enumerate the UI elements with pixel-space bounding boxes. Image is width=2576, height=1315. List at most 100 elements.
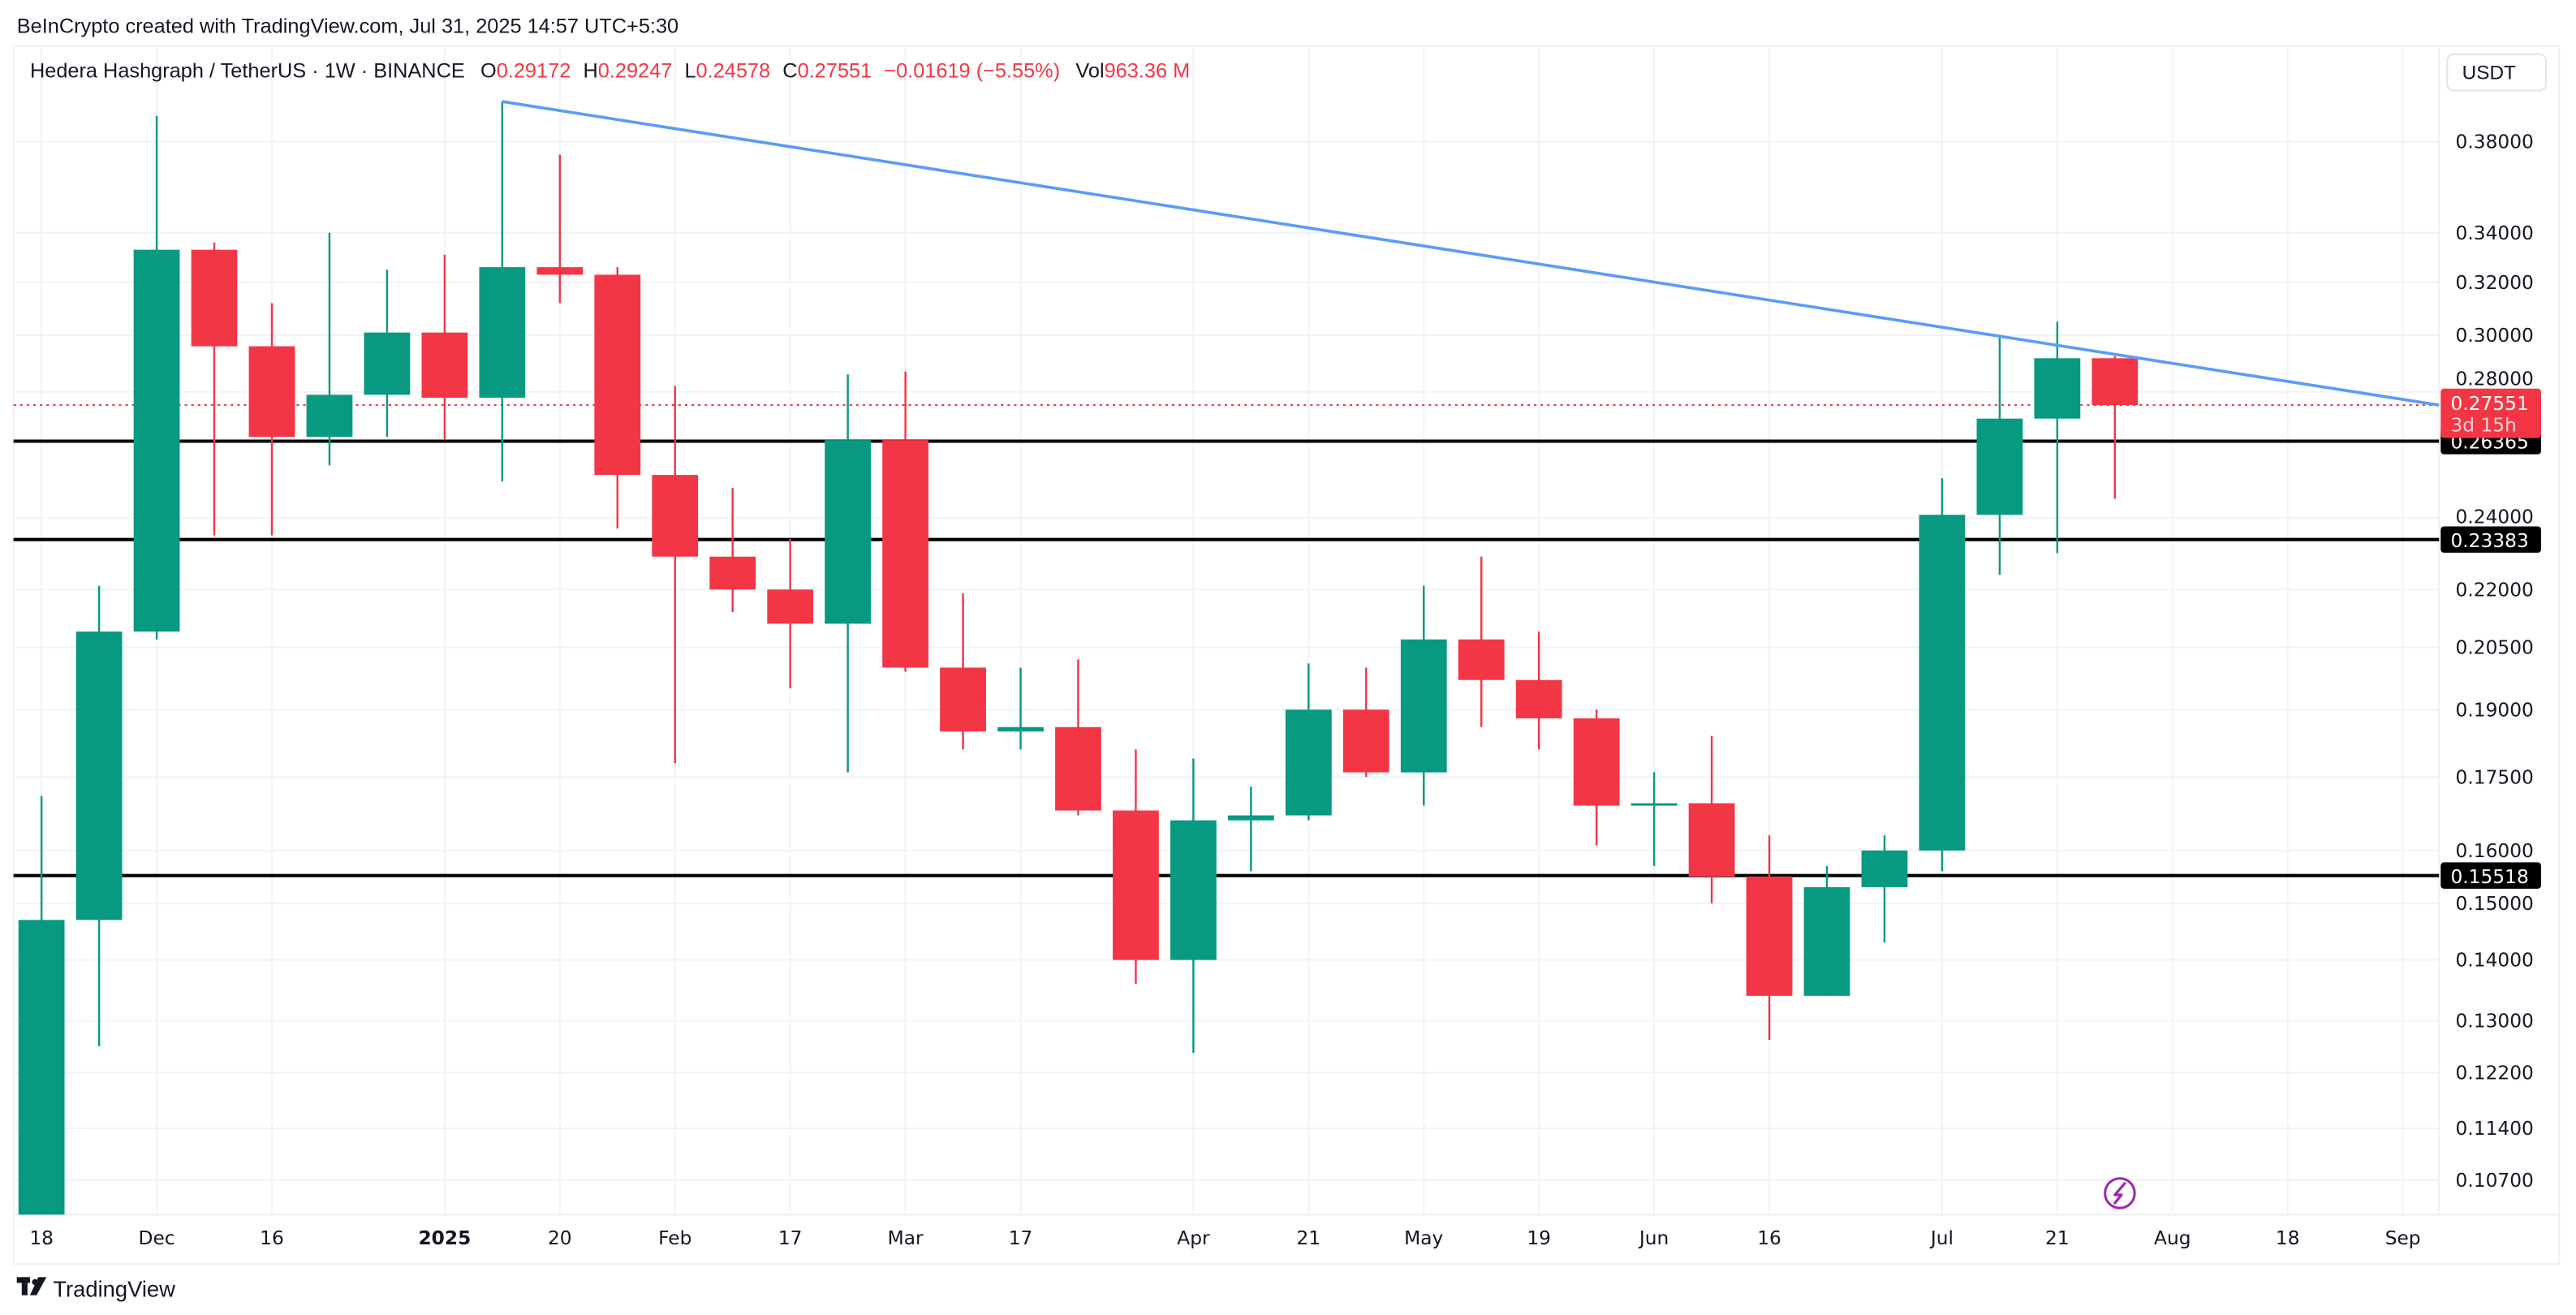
candle[interactable]	[1861, 835, 1908, 943]
candle-body-up	[1630, 803, 1678, 806]
tradingview-logo-icon	[16, 1277, 47, 1296]
chart-legend: Hedera Hashgraph / TetherUS · 1W · BINAN…	[30, 59, 1190, 82]
candle[interactable]	[1746, 835, 1793, 1040]
candle-body-down	[191, 249, 238, 347]
change-value: −0.01619 (−5.55%)	[884, 59, 1060, 82]
tradingview-logo-text: TradingView	[53, 1277, 175, 1302]
price-tick-label: 0.10700	[2456, 1170, 2534, 1192]
candle[interactable]	[248, 303, 295, 536]
close-label: C	[782, 59, 797, 82]
candle[interactable]	[1227, 786, 1274, 872]
candle[interactable]	[1630, 772, 1678, 866]
candle[interactable]	[536, 154, 584, 304]
tradingview-logo[interactable]: TradingView	[16, 1277, 175, 1302]
candle[interactable]	[1515, 632, 1562, 750]
candle[interactable]	[191, 242, 238, 536]
lightning-icon[interactable]	[2104, 1177, 2136, 1209]
time-axis[interactable]: 18 Dec 16 2025 20 Feb 17 Mar 17 Apr 21 May 19 Jun 16 Ju…	[29, 1227, 2420, 1249]
candle[interactable]	[1400, 585, 1447, 806]
candle[interactable]	[940, 593, 986, 750]
price-axis[interactable]: 0.38000 0.34000 0.32000 0.30000 0.28000 0.240…	[2456, 131, 2534, 1192]
trendline-group[interactable]	[502, 100, 2440, 407]
candle[interactable]	[18, 795, 65, 1215]
time-tick-label: Feb	[658, 1227, 691, 1249]
symbol-label: Hedera Hashgraph / TetherUS · 1W · BINAN…	[30, 59, 465, 82]
candle[interactable]	[882, 371, 928, 672]
chart-frame	[12, 45, 2561, 1265]
candle-body-down	[248, 346, 295, 438]
candle[interactable]	[306, 232, 353, 466]
candle-body-down	[2091, 358, 2139, 406]
candle-body-up	[18, 920, 65, 1215]
candle[interactable]	[1919, 478, 1966, 872]
last-price-badge	[2440, 388, 2541, 438]
level-price-badge	[2440, 862, 2541, 889]
candle[interactable]	[1170, 758, 1217, 1054]
candle[interactable]	[1803, 865, 1850, 996]
candles	[18, 101, 2139, 1215]
candle[interactable]	[1688, 735, 1735, 903]
candle[interactable]	[594, 267, 641, 529]
candle[interactable]	[133, 115, 180, 640]
grid	[13, 45, 2440, 1215]
price-tick-label: 0.17500	[2456, 766, 2534, 788]
low-label: L	[684, 59, 696, 82]
level-price-badge	[2440, 526, 2541, 553]
candle-body-down	[652, 475, 699, 557]
time-tick-label: Jun	[1638, 1227, 1669, 1249]
candle[interactable]	[1113, 749, 1159, 984]
descending-trendline[interactable]	[502, 100, 2440, 407]
currency-button[interactable]: USDT	[2446, 53, 2548, 92]
candle-body-down	[882, 440, 928, 668]
time-tick-label: 17	[1009, 1227, 1033, 1249]
candle[interactable]	[1342, 667, 1389, 778]
candle[interactable]	[767, 538, 814, 689]
price-tick-label: 0.19000	[2456, 699, 2534, 721]
candle-body-up	[997, 726, 1044, 732]
candle-body-down	[421, 332, 468, 398]
price-tick-label: 0.28000	[2456, 369, 2534, 390]
candle[interactable]	[75, 585, 123, 1046]
open-label: O	[480, 59, 497, 82]
candle[interactable]	[997, 667, 1044, 750]
candle-body-up	[133, 249, 180, 632]
candle[interactable]	[825, 374, 872, 773]
candle[interactable]	[1976, 335, 2023, 576]
candle-body-up	[1400, 639, 1447, 773]
candle[interactable]	[1573, 709, 1620, 846]
horizontal-levels	[13, 404, 2440, 877]
candle[interactable]	[1285, 663, 1332, 821]
time-tick-label: Sep	[2385, 1227, 2421, 1249]
candle-body-up	[2034, 358, 2081, 419]
candle-body-up	[1170, 820, 1217, 960]
candle[interactable]	[709, 488, 756, 613]
candle[interactable]	[421, 254, 468, 441]
price-tick-label: 0.38000	[2456, 131, 2534, 153]
candle[interactable]	[1458, 556, 1505, 727]
candle-body-down	[1515, 679, 1562, 718]
candle[interactable]	[2034, 321, 2081, 554]
candle-body-up	[1919, 515, 1966, 851]
candle[interactable]	[479, 101, 526, 482]
candle-body-up	[1803, 886, 1850, 996]
time-tick-label: Dec	[139, 1227, 175, 1249]
candle-body-up	[306, 394, 353, 438]
price-tick-label: 0.34000	[2456, 222, 2534, 244]
price-tick-label: 0.30000	[2456, 325, 2534, 347]
candle-body-down	[1573, 718, 1620, 806]
price-tick-label: 0.32000	[2456, 272, 2534, 294]
candle[interactable]	[2091, 356, 2139, 499]
candle-body-up	[825, 440, 872, 624]
candle-body-down	[767, 589, 814, 624]
time-tick-label: 18	[2276, 1227, 2300, 1249]
candle-body-down	[536, 267, 584, 275]
candle[interactable]	[364, 269, 411, 438]
candle-body-down	[1113, 810, 1159, 960]
time-tick-label: 18	[29, 1227, 54, 1249]
candle[interactable]	[1055, 659, 1101, 816]
price-tick-label: 0.14000	[2456, 950, 2534, 972]
candle-body-up	[1285, 709, 1332, 816]
candle[interactable]	[652, 386, 699, 764]
price-tick-label: 0.20500	[2456, 637, 2534, 659]
